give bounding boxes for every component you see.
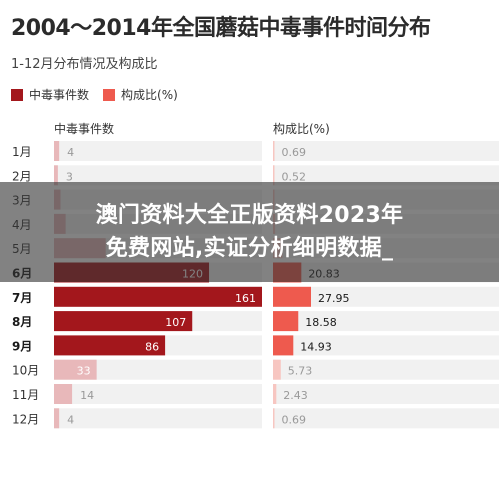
- count-value-label: 4: [67, 146, 74, 159]
- count-value-label: 161: [235, 292, 256, 305]
- legend-swatch-count: [11, 88, 23, 101]
- ratio-bar: [273, 286, 311, 307]
- legend-item-count: 中毒事件数: [11, 86, 89, 103]
- legend-swatch-ratio: [103, 88, 116, 101]
- ratio-bar: [273, 335, 294, 356]
- ratio-bar: [273, 359, 281, 380]
- ratio-bar: [273, 165, 275, 186]
- category-label: 10月: [12, 364, 39, 378]
- category-label: 12月: [12, 412, 39, 426]
- category-label: 7月: [12, 291, 32, 305]
- left-column-header: 中毒事件数: [54, 122, 115, 136]
- chart-title: 2004～2014年全国蘑菇中毒事件时间分布: [11, 16, 431, 41]
- count-value-label: 3: [66, 170, 73, 183]
- category-label: 2月: [12, 169, 32, 183]
- category-label: 8月: [12, 315, 32, 329]
- chart-subtitle: 1-12月分布情况及构成比: [11, 57, 158, 72]
- row-background-left: [54, 408, 262, 429]
- row-background-right: [273, 165, 499, 186]
- count-value-label: 14: [80, 389, 94, 402]
- row-background-right: [273, 384, 499, 404]
- count-bar: [54, 141, 60, 161]
- count-bar: [54, 165, 58, 186]
- ratio-value-label: 5.73: [288, 365, 313, 378]
- count-value-label: 107: [165, 316, 186, 329]
- overlay-banner: 澳门资料大全正版资料2023年 免费网站,实证分析细明数据_: [0, 182, 499, 282]
- count-bar: [54, 359, 97, 380]
- legend-label-ratio: 构成比(%): [121, 88, 178, 102]
- count-value-label: 86: [145, 340, 159, 353]
- category-label: 9月: [12, 339, 32, 353]
- right-column-header: 构成比(%): [273, 122, 330, 136]
- category-label: 1月: [12, 145, 32, 159]
- ratio-bar: [273, 384, 277, 404]
- ratio-value-label: 0.69: [282, 413, 307, 426]
- ratio-value-label: 2.43: [283, 389, 308, 402]
- row-background-left: [54, 384, 262, 404]
- count-value-label: 33: [77, 365, 91, 378]
- ratio-bar: [273, 141, 275, 161]
- category-label: 11月: [12, 388, 39, 402]
- legend-item-ratio: 构成比(%): [103, 86, 178, 103]
- row-background-right: [273, 359, 499, 380]
- chart-legend: 中毒事件数 构成比(%): [11, 86, 192, 103]
- row-background-right: [273, 311, 499, 332]
- ratio-value-label: 27.95: [318, 292, 350, 305]
- banner-line-1: 澳门资料大全正版资料2023年: [95, 203, 404, 228]
- count-bar: [54, 311, 193, 332]
- ratio-value-label: 14.93: [300, 340, 332, 353]
- count-bar: [54, 286, 262, 307]
- count-bar: [54, 384, 73, 404]
- ratio-bar: [273, 408, 275, 429]
- count-value-label: 4: [67, 413, 74, 426]
- ratio-value-label: 0.52: [282, 170, 307, 183]
- ratio-bar: [273, 311, 299, 332]
- row-background-right: [273, 408, 499, 429]
- banner-line-2: 免费网站,实证分析细明数据_: [105, 236, 394, 261]
- row-background-right: [273, 335, 499, 356]
- row-background-left: [54, 141, 262, 161]
- row-background-right: [273, 286, 499, 307]
- legend-label-count: 中毒事件数: [29, 88, 90, 102]
- ratio-value-label: 0.69: [282, 146, 307, 159]
- ratio-value-label: 18.58: [305, 316, 337, 329]
- row-background-left: [54, 165, 262, 186]
- count-bar: [54, 335, 166, 356]
- count-bar: [54, 408, 60, 429]
- row-background-right: [273, 141, 499, 161]
- row-background-left: [54, 359, 262, 380]
